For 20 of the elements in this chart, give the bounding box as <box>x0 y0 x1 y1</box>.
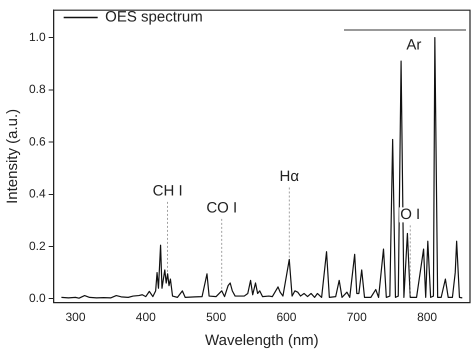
x-tick-label: 800 <box>417 310 438 324</box>
y-tick-label: 0.0 <box>28 290 46 305</box>
annotation: CO I <box>206 199 238 216</box>
legend-label: OES spectrum <box>105 8 203 26</box>
y-tick-label: 0.2 <box>28 238 46 253</box>
y-tick-label: 1.0 <box>28 30 46 44</box>
annotation: CH I <box>152 182 183 200</box>
y-tick-label: 0.8 <box>28 82 46 96</box>
x-tick-label: 600 <box>276 310 297 324</box>
annotation: Ar <box>406 36 422 54</box>
y-tick-label: 0.4 <box>28 186 46 201</box>
x-tick-label: 400 <box>136 310 156 324</box>
x-tick-label: 500 <box>206 310 226 324</box>
y-axis-title: Intensity (a.u.) <box>4 108 22 204</box>
x-tick-label: 700 <box>346 310 368 324</box>
x-tick-label: 300 <box>65 310 86 324</box>
x-axis-title: Wavelength (nm) <box>205 332 319 350</box>
y-tick-label: 0.6 <box>28 134 46 148</box>
annotation: Hα <box>280 168 300 186</box>
annotation: O I <box>400 206 420 224</box>
